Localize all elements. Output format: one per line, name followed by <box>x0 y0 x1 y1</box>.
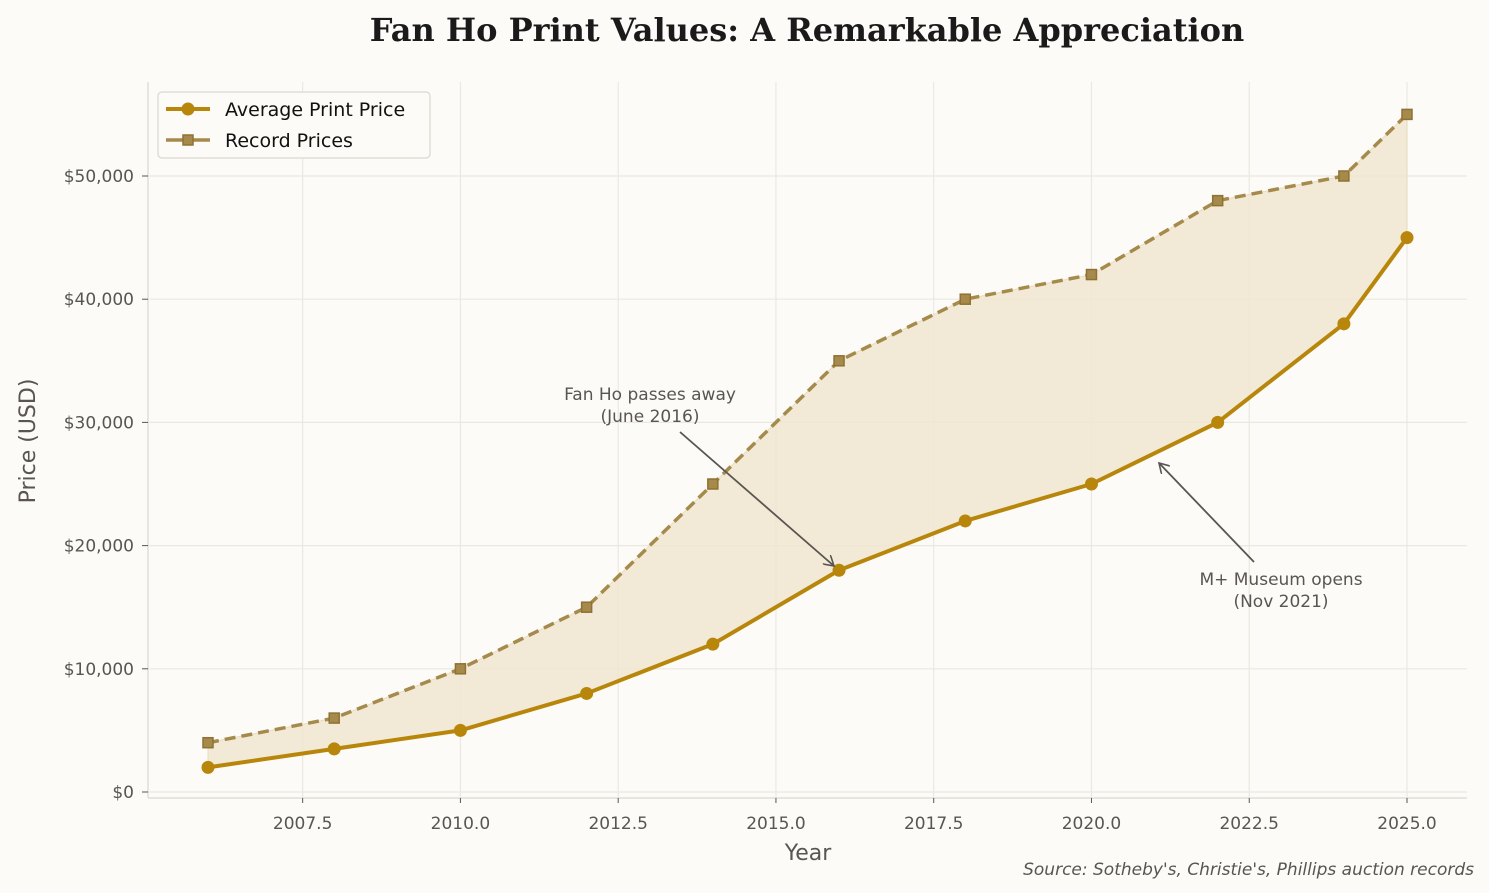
average-price-marker <box>706 637 720 651</box>
record-price-marker <box>1401 108 1413 121</box>
x-tick-label: 2010.0 <box>431 814 490 834</box>
average-price-marker <box>201 760 215 774</box>
record-price-marker <box>1338 170 1350 182</box>
x-tick-label: 2015.0 <box>746 814 805 834</box>
x-tick-label: 2017.5 <box>904 814 963 834</box>
x-tick-label: 2012.5 <box>588 814 647 834</box>
legend-record-marker-icon <box>182 134 194 146</box>
record-price-marker <box>833 355 845 367</box>
x-tick-label: 2020.0 <box>1062 814 1121 834</box>
average-price-marker <box>1211 415 1225 429</box>
annotation-fan-ho-arrow <box>679 431 834 566</box>
legend-record-label: Record Prices <box>225 130 353 152</box>
annotation-mplus-date: (Nov 2021) <box>1233 592 1328 612</box>
y-tick-label: $0 <box>112 783 134 803</box>
average-price-marker <box>453 723 467 737</box>
annotation-mplus-arrow <box>1159 463 1255 563</box>
legend: Average Print Price Record Prices <box>157 91 431 159</box>
average-price-marker <box>1400 231 1414 245</box>
legend-box <box>157 91 431 159</box>
y-tick-label: $30,000 <box>64 413 134 433</box>
annotation-mplus-text: M+ Museum opens <box>1199 570 1362 590</box>
record-price-marker <box>580 601 593 613</box>
x-tick-label: 2022.5 <box>1219 814 1278 834</box>
average-price-marker <box>580 686 594 700</box>
x-tick-label: 2025.0 <box>1377 814 1436 834</box>
y-tick-label: $50,000 <box>64 167 134 187</box>
y-tick-label: $20,000 <box>64 537 134 557</box>
annotations: Fan Ho passes away(June 2016) M+ Museum o… <box>564 385 1363 612</box>
record-price-marker <box>328 712 340 724</box>
chart-title: Fan Ho Print Values: A Remarkable Apprec… <box>370 11 1245 49</box>
record-price-marker <box>454 663 467 675</box>
record-price-marker <box>1085 268 1098 281</box>
average-price-marker <box>327 742 341 756</box>
x-axis-label: Year <box>784 841 833 866</box>
average-price-marker <box>1337 317 1351 331</box>
record-price-marker <box>202 736 214 749</box>
average-price-marker <box>832 563 846 577</box>
average-price-marker <box>1084 477 1098 491</box>
source-note: Source: Sotheby's, Christie's, Phillips … <box>1023 860 1474 880</box>
y-axis-label: Price (USD) <box>16 379 41 504</box>
record-price-marker <box>707 478 719 490</box>
x-tick-label: 2007.5 <box>273 814 332 834</box>
y-tick-label: $10,000 <box>64 660 134 680</box>
annotation-fan-ho-text: Fan Ho passes away <box>564 385 736 405</box>
average-price-marker <box>958 514 972 528</box>
record-price-marker <box>959 293 972 305</box>
axes: 2007.5 2010.0 2012.5 2015.0 2017.5 2020.0 2022… <box>64 82 1467 834</box>
y-tick-label: $40,000 <box>64 290 134 310</box>
record-price-marker <box>1211 194 1224 207</box>
annotation-fan-ho-date: (June 2016) <box>601 407 700 427</box>
legend-average-marker-icon <box>181 102 195 116</box>
legend-average-label: Average Print Price <box>225 99 405 121</box>
series <box>201 108 1414 774</box>
